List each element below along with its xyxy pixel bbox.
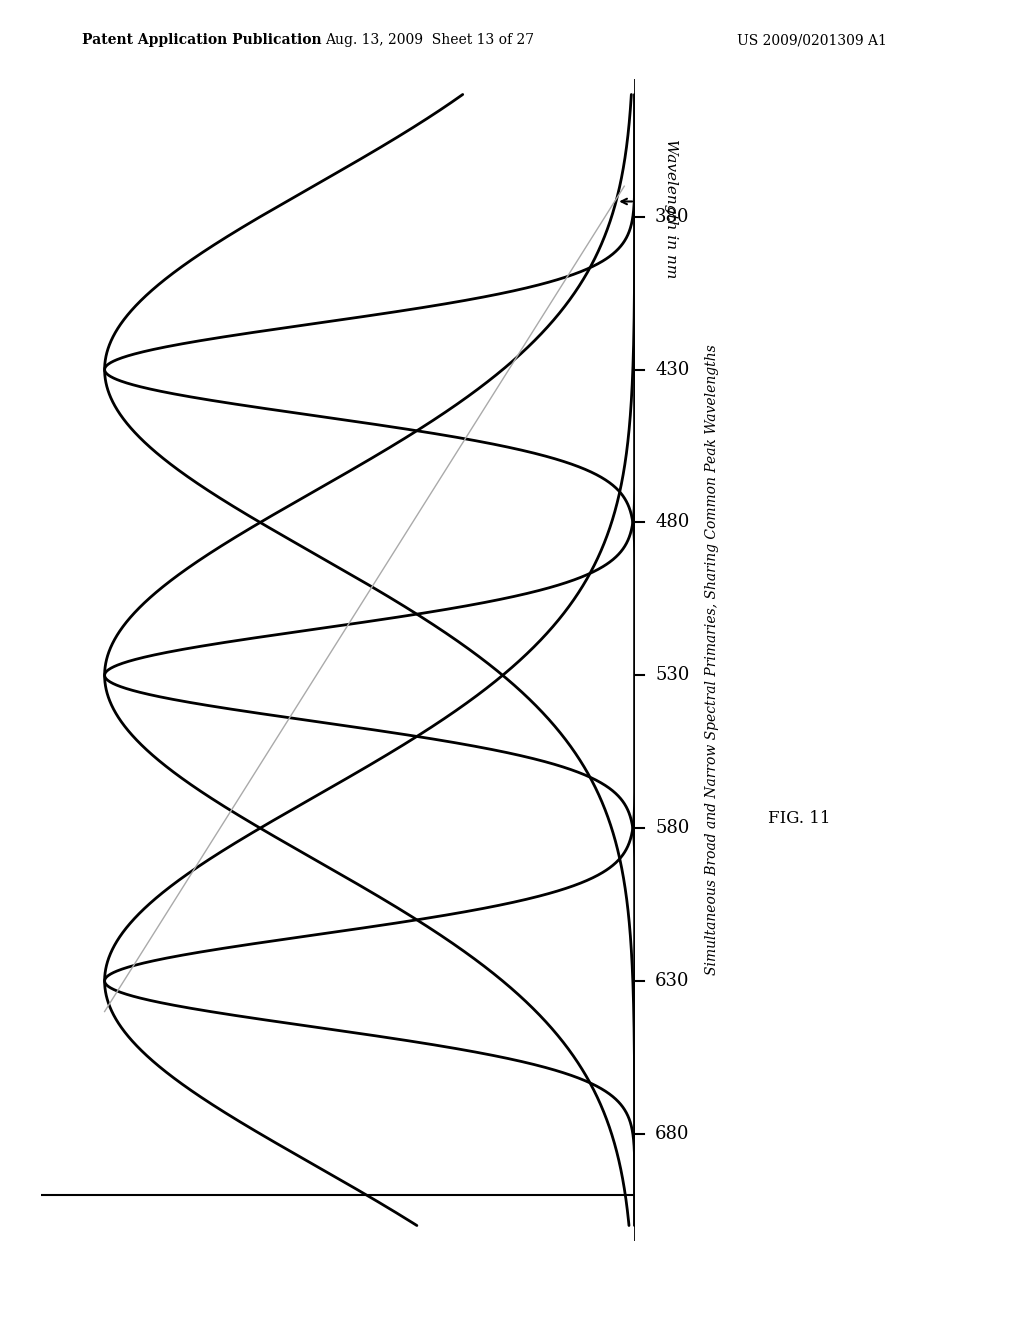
Text: 480: 480: [655, 513, 689, 532]
Text: US 2009/0201309 A1: US 2009/0201309 A1: [737, 33, 887, 48]
Text: 530: 530: [655, 667, 689, 684]
Text: 380: 380: [655, 207, 689, 226]
Text: Patent Application Publication: Patent Application Publication: [82, 33, 322, 48]
Text: 580: 580: [655, 820, 689, 837]
Text: FIG. 11: FIG. 11: [768, 810, 830, 826]
Text: 680: 680: [655, 1125, 689, 1143]
Text: Aug. 13, 2009  Sheet 13 of 27: Aug. 13, 2009 Sheet 13 of 27: [326, 33, 535, 48]
Text: 630: 630: [655, 972, 689, 990]
Text: 430: 430: [655, 360, 689, 379]
Text: Simultaneous Broad and Narrow Spectral Primaries, Sharing Common Peak Wavelength: Simultaneous Broad and Narrow Spectral P…: [705, 345, 719, 975]
Text: Wavelength in nm: Wavelength in nm: [664, 139, 678, 279]
